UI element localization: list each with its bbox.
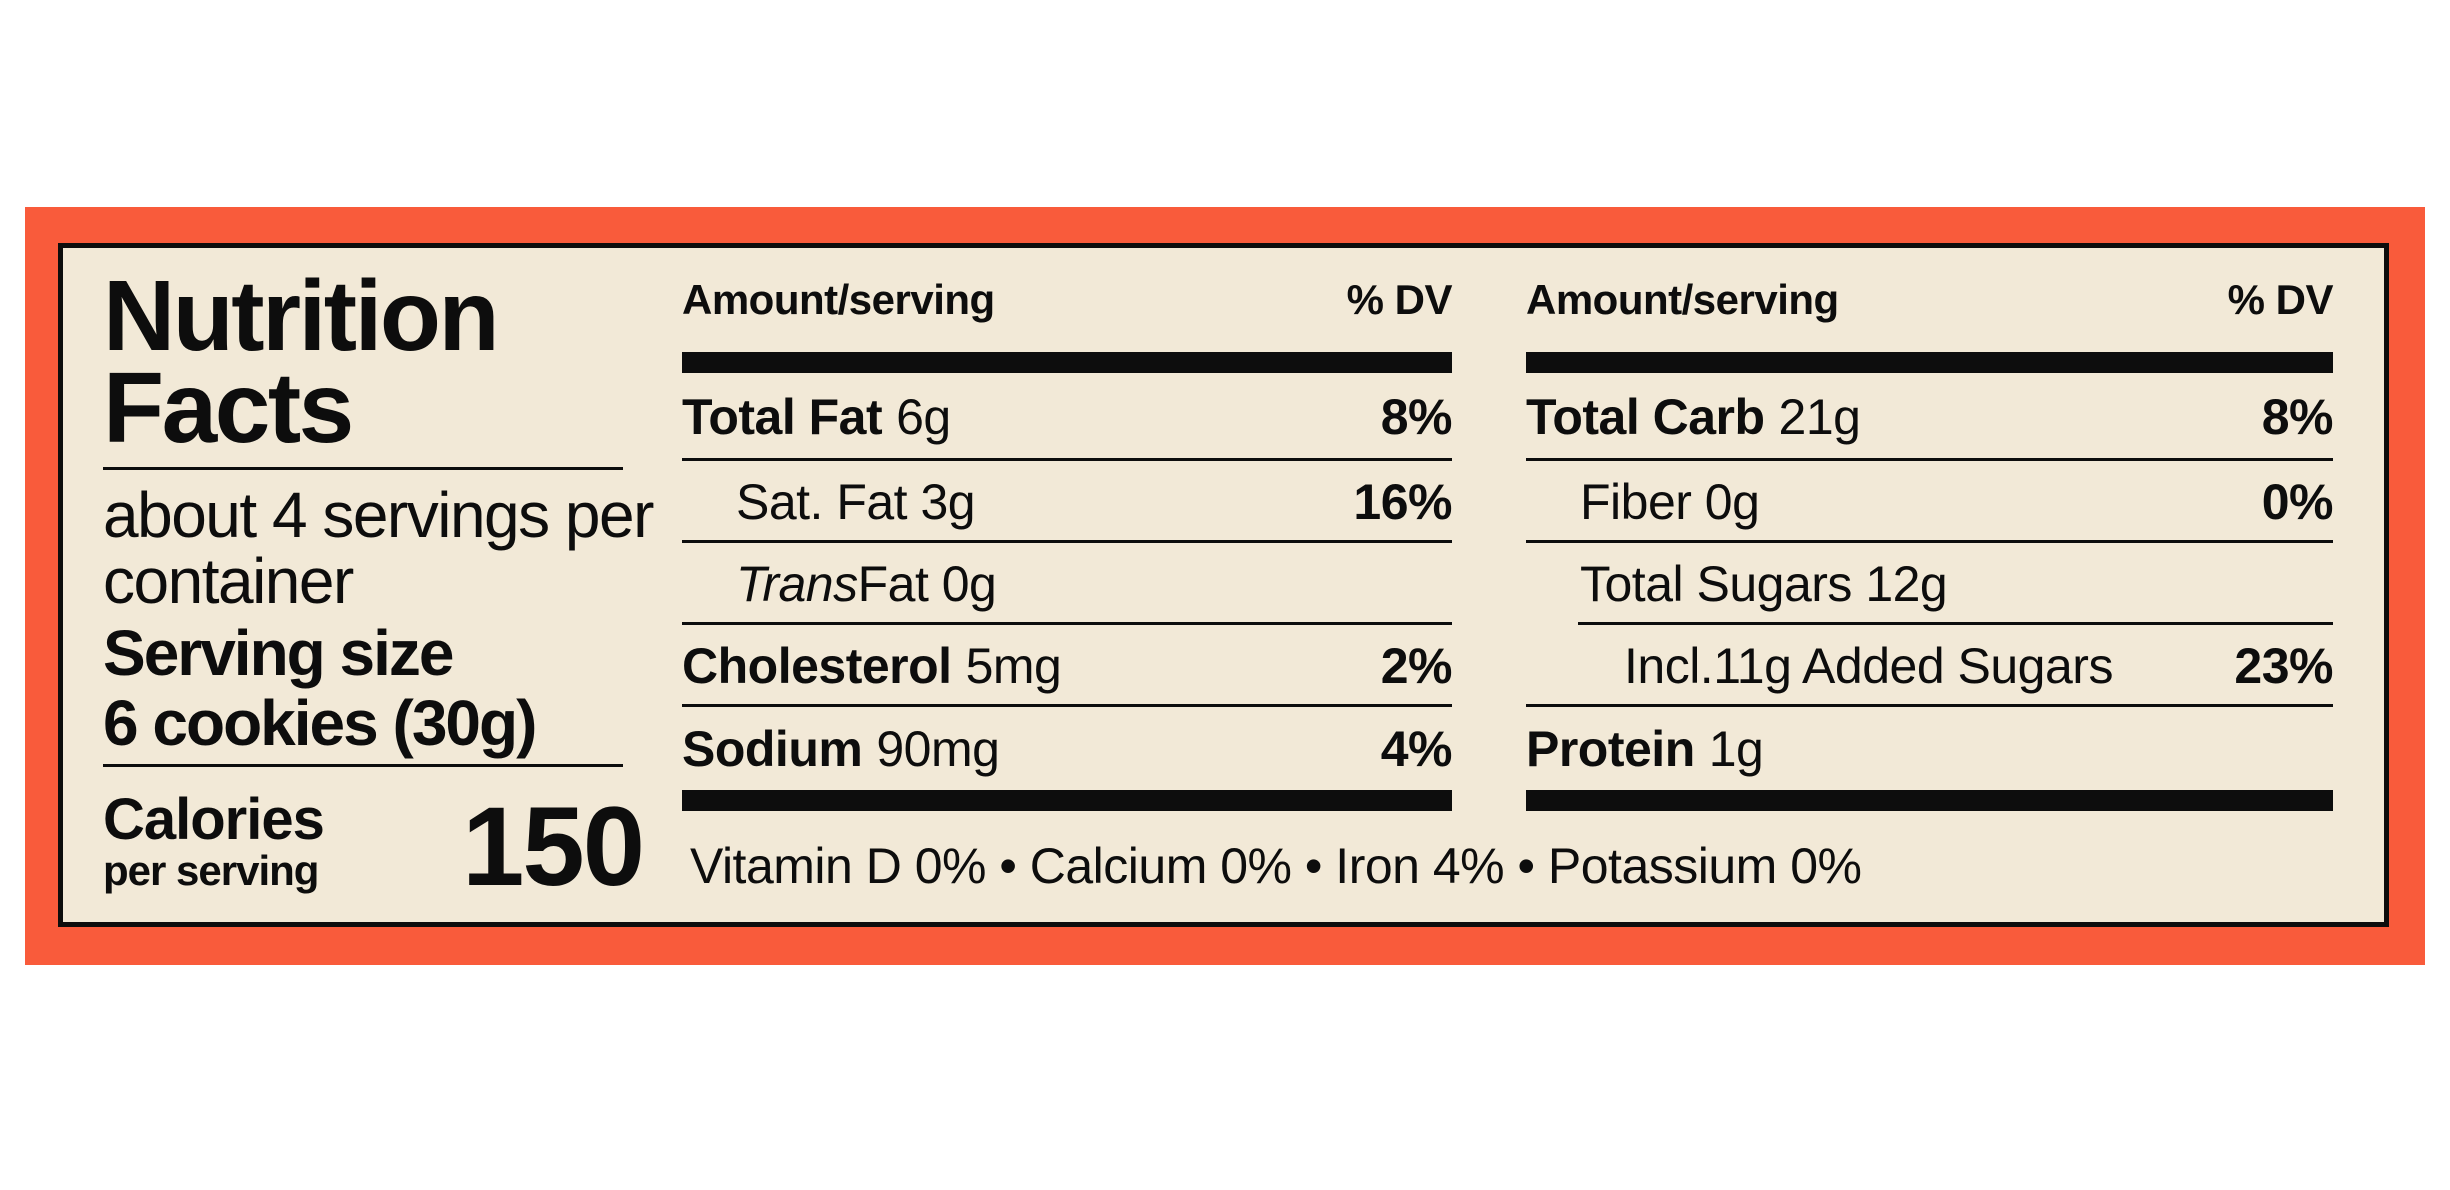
column-header: Amount/serving % DV: [682, 272, 1453, 328]
nutrient-name: Protein: [1526, 720, 1695, 777]
divider: [1526, 704, 2333, 707]
nutrient-dv: 2%: [1380, 638, 1453, 694]
nutrient-dv: 8%: [1380, 389, 1453, 445]
serving-size: Serving size 6 cookies (30g): [103, 618, 688, 758]
thick-divider-bar: [682, 790, 1452, 811]
divider: [103, 467, 623, 470]
calories-block: Calories per serving 150: [103, 784, 645, 909]
label-left-column: Nutrition Facts about 4 servings per con…: [103, 248, 688, 922]
nutrient-amount: 6g: [896, 389, 951, 445]
nutrient-row-cholesterol: Cholesterol 5mg 2%: [682, 625, 1453, 707]
nutrient-dv: 8%: [2261, 389, 2334, 445]
nutrient-dv: 4%: [1380, 720, 1453, 777]
nutrient-name: Total Fat: [682, 389, 883, 445]
nutrition-facts-label: Nutrition Facts about 4 servings per con…: [58, 243, 2389, 927]
column-header: Amount/serving % DV: [1526, 272, 2334, 328]
facts-column-carbs: Amount/serving % DV Total Carb 21g 8% Fib…: [1526, 248, 2334, 922]
nutrient-row-sat-fat: Sat. Fat 3g 16%: [682, 461, 1452, 543]
nutrient-rows: Total Fat 6g 8% Sat. Fat 3g 16% Trans Fat…: [682, 373, 1453, 790]
percent-dv-header: % DV: [1346, 276, 1453, 323]
divider: [1526, 458, 2333, 461]
divider: [682, 704, 1452, 707]
divider: [682, 458, 1452, 461]
divider: [1526, 540, 2333, 543]
thick-divider-bar: [682, 352, 1452, 373]
nutrient-name: Incl.11g Added Sugars: [1624, 638, 2113, 694]
nutrient-amount: 1g: [1708, 720, 1764, 777]
micronutrients-line: Vitamin D 0% • Calcium 0% • Iron 4% • Po…: [690, 838, 1862, 894]
servings-per-container: about 4 servings per container: [103, 479, 654, 617]
calories-sublabel: per serving: [103, 847, 319, 894]
divider: [1578, 622, 2333, 625]
thick-divider-bar: [1526, 352, 2333, 373]
divider: [682, 540, 1452, 543]
title-line-1: Nutrition: [103, 260, 500, 372]
nutrient-name: Total Sugars 12g: [1580, 556, 1948, 612]
nutrient-row-added-sugars: Incl.11g Added Sugars 23%: [1526, 625, 2333, 707]
nutrient-name: Sodium: [682, 720, 863, 777]
facts-column-fats: Amount/serving % DV Total Fat 6g 8% Sat. …: [682, 248, 1453, 922]
nutrient-dv: 16%: [1353, 474, 1452, 530]
calories-value: 150: [462, 784, 645, 909]
nutrient-dv: 23%: [2234, 638, 2333, 694]
amount-per-serving-header: Amount/serving: [1526, 276, 1839, 323]
nutrient-row-trans-fat: Trans Fat 0g: [682, 543, 1452, 625]
nutrient-row-total-carb: Total Carb 21g 8%: [1526, 373, 2334, 461]
nutrient-name-italic: Trans: [736, 556, 858, 612]
nutrient-row-sodium: Sodium 90mg 4%: [682, 707, 1453, 790]
nutrient-row-total-sugars: Total Sugars 12g: [1526, 543, 2333, 625]
nutrient-dv: 0%: [2261, 474, 2334, 530]
calories-label: Calories: [103, 787, 325, 852]
nutrient-name: Total Carb: [1526, 389, 1765, 445]
nutrient-rows: Total Carb 21g 8% Fiber 0g 0% Total Sugar…: [1526, 373, 2334, 790]
title-line-2: Facts: [103, 352, 354, 464]
amount-per-serving-header: Amount/serving: [682, 276, 995, 323]
nutrient-row-total-fat: Total Fat 6g 8%: [682, 373, 1453, 461]
nutrient-row-fiber: Fiber 0g 0%: [1526, 461, 2334, 543]
nutrient-amount: 5mg: [965, 638, 1062, 694]
nutrient-amount: 90mg: [876, 720, 1000, 777]
label-frame: Nutrition Facts about 4 servings per con…: [25, 207, 2425, 965]
thick-divider-bar: [1526, 790, 2333, 811]
nutrient-name: Cholesterol: [682, 638, 952, 694]
nutrient-amount: 21g: [1778, 389, 1861, 445]
divider: [103, 764, 623, 767]
divider: [682, 622, 1452, 625]
serving-size-value: 6 cookies (30g): [103, 687, 537, 759]
nutrient-row-protein: Protein 1g: [1526, 707, 2333, 790]
nutrient-name: Fat 0g: [857, 556, 997, 612]
percent-dv-header: % DV: [2227, 276, 2334, 323]
calories-labels: Calories per serving: [103, 787, 325, 894]
serving-size-label: Serving size: [103, 617, 455, 689]
nutrition-facts-title: Nutrition Facts: [103, 260, 500, 464]
nutrient-name: Fiber 0g: [1580, 474, 1760, 530]
nutrient-name: Sat. Fat 3g: [736, 474, 976, 530]
